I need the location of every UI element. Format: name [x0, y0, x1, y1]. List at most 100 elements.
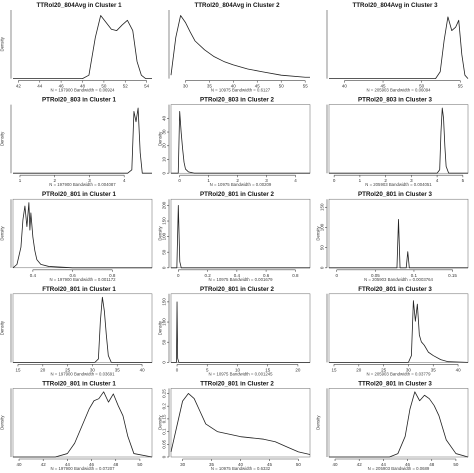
- panel-title: PTRol20_803 in Cluster 2: [200, 97, 274, 104]
- density-curve: [13, 296, 152, 363]
- x-tick-label: 30: [90, 367, 96, 372]
- y-tick-label: 50: [162, 249, 167, 255]
- y-axis-label: Density: [0, 131, 5, 146]
- x-tick-label: 15: [331, 367, 337, 372]
- x-tick-label: 20: [40, 367, 46, 372]
- panel-footer: N = 205903 Bandwidth = 0.0003764: [364, 277, 433, 282]
- x-tick-label: 44: [65, 462, 71, 467]
- x-tick-label: 48: [113, 462, 119, 467]
- panel-footer: N = 10975 Bandwidth = 0.6332: [211, 466, 271, 471]
- panel-footer: N = 10975 Bandwidth = 0.001679: [208, 277, 273, 282]
- panel-title: TTRol20_801 in Cluster 3: [358, 380, 432, 387]
- x-tick-label: 0.1: [411, 273, 418, 278]
- y-tick-label: 0: [162, 361, 167, 364]
- x-tick-label: 50: [279, 84, 285, 89]
- x-tick-label: 2: [53, 178, 56, 183]
- y-axis-label: Density: [158, 415, 163, 430]
- density-curve: [13, 107, 152, 174]
- density-curve: [170, 15, 310, 78]
- x-tick-label: 35: [115, 367, 121, 372]
- x-tick-label: 0: [335, 273, 338, 278]
- x-tick-label: 45: [255, 84, 261, 89]
- panel-title: TTRol20_804Avg in Cluster 2: [194, 2, 280, 9]
- panel-footer: N = 197900 Bandwidth = 0.07207: [50, 466, 115, 471]
- plot-frame: [12, 198, 153, 269]
- x-tick-label: 0.2: [204, 273, 211, 278]
- x-tick-label: 50: [101, 84, 107, 89]
- x-tick-label: 0.6: [69, 273, 76, 278]
- x-tick-label: 40: [342, 84, 348, 89]
- x-tick-label: 55: [458, 84, 464, 89]
- y-tick-label: 150: [162, 298, 167, 306]
- y-tick-label: 50: [320, 245, 325, 251]
- density-panel: TTRol20_801 in Cluster 1 40 42 44 46 48 50 Dens…: [0, 380, 153, 471]
- x-tick-label: 1: [359, 178, 362, 183]
- y-tick-label: 40: [162, 115, 167, 121]
- x-tick-label: 40: [333, 462, 339, 467]
- x-tick-label: 42: [357, 462, 363, 467]
- panel-footer: N = 197900 Bandwidth = 0.004087: [49, 182, 116, 187]
- y-axis-label: Density: [158, 320, 163, 335]
- panel-title: PTRol20_801 in Cluster 2: [200, 191, 274, 198]
- x-tick-label: 35: [207, 84, 213, 89]
- y-tick-label: 0: [162, 455, 167, 458]
- panel-title: TTRol20_801 in Cluster 1: [42, 380, 116, 387]
- density-curve: [170, 393, 311, 455]
- plot-frame: [12, 388, 153, 458]
- density-panel: TTRol20_801 in Cluster 2 30 35 40 45 50 0 0.05 0…: [158, 380, 311, 471]
- y-axis-label: Density: [0, 320, 5, 335]
- y-tick-label: 30: [162, 129, 167, 135]
- x-tick-label: 50: [137, 462, 143, 467]
- x-tick-label: 15: [265, 367, 271, 372]
- x-tick-label: 30: [183, 84, 189, 89]
- x-tick-label: 15: [15, 367, 21, 372]
- density-curve: [329, 107, 468, 174]
- panel-title: PTRol20_801 in Cluster 1: [42, 191, 116, 198]
- y-tick-label: 0: [162, 266, 167, 269]
- x-tick-label: 0.05: [371, 273, 380, 278]
- x-tick-label: 40: [231, 84, 237, 89]
- panel-title: PTRol20_801 in Cluster 2: [200, 286, 274, 293]
- y-tick-label: 200: [162, 201, 167, 209]
- x-tick-label: 4: [436, 178, 439, 183]
- x-tick-label: 1: [207, 178, 210, 183]
- y-axis-label: Density: [158, 131, 163, 146]
- x-tick-label: 0: [177, 273, 180, 278]
- density-curve: [329, 300, 469, 363]
- y-tick-label: 0: [162, 171, 167, 174]
- x-tick-label: 2: [384, 178, 387, 183]
- x-tick-label: 20: [295, 367, 301, 372]
- x-tick-label: 45: [381, 84, 387, 89]
- density-panel: TTRol20_804Avg in Cluster 1 42 44 46 48 50 52 5…: [0, 2, 152, 93]
- y-tick-label: 100: [320, 223, 325, 231]
- y-tick-label: 0.2: [162, 403, 167, 410]
- x-tick-label: 0.15: [448, 273, 457, 278]
- y-tick-label: 150: [320, 203, 325, 211]
- density-panel: FTRol20_801 in Cluster 1 15 20 25 30 35 40 Dens…: [0, 286, 153, 376]
- density-panel: TTRol20_804Avg in Cluster 3 40 45 50 55 N = 2…: [326, 2, 469, 93]
- panel-title: PTRol20_803 in Cluster 3: [358, 97, 432, 104]
- density-panel: TTRol20_804Avg in Cluster 2 30 35 40 45 50 55 N…: [168, 2, 310, 93]
- x-tick-label: 30: [180, 462, 186, 467]
- panel-footer: N = 205903 Bandwidth = 0.06094: [366, 88, 431, 93]
- density-panel: PTRol20_801 in Cluster 2 0 5 10 15 20 0 50 100 15…: [158, 286, 311, 376]
- density-panel: PTRol20_803 in Cluster 1 1 2 3 4 Density N = 1…: [0, 97, 152, 187]
- panel-footer: N = 10975 Bandwidth = 0.00209: [210, 182, 272, 187]
- x-tick-label: 54: [144, 84, 150, 89]
- density-panel: TTRol20_801 in Cluster 3 40 42 44 46 48 50 Dens…: [316, 380, 469, 471]
- x-tick-label: 55: [303, 84, 309, 89]
- y-tick-label: 50: [162, 339, 167, 345]
- x-tick-label: 46: [405, 462, 411, 467]
- y-axis-label: Density: [0, 225, 5, 240]
- density-panel: PTRol20_801 in Cluster 2 0 0.2 0.4 0.6 0.8 0 50…: [158, 191, 311, 282]
- density-panel: PTRol20_801 in Cluster 1 0.4 0.6 0.8 Density…: [0, 191, 153, 282]
- density-curve: [329, 16, 469, 79]
- y-tick-label: 100: [162, 232, 167, 240]
- y-axis-label: Density: [316, 225, 321, 240]
- x-tick-label: 40: [17, 462, 23, 467]
- plot-frame: [170, 198, 311, 269]
- density-curve: [329, 218, 468, 269]
- y-axis-label: Density: [0, 36, 5, 51]
- x-tick-label: 44: [381, 462, 387, 467]
